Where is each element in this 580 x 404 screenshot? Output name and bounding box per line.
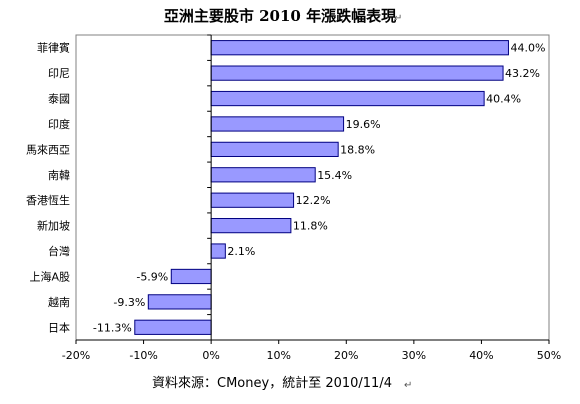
chart-title: 亞洲主要股市 2010 年漲跌幅表現 bbox=[164, 7, 396, 25]
value-label: 44.0% bbox=[510, 42, 545, 55]
value-label: 12.2% bbox=[296, 194, 331, 207]
value-label: 11.8% bbox=[293, 220, 328, 233]
category-label: 台灣 bbox=[48, 244, 70, 258]
bar bbox=[170, 268, 212, 285]
value-label: -9.3% bbox=[113, 296, 145, 309]
title-return-mark: ↵ bbox=[394, 13, 402, 24]
bar bbox=[210, 167, 316, 183]
value-label: -11.3% bbox=[93, 321, 132, 334]
value-label: 19.6% bbox=[346, 118, 381, 131]
bar bbox=[210, 40, 509, 56]
value-label: 2.1% bbox=[227, 245, 255, 258]
category-label: 南韓 bbox=[48, 169, 70, 182]
bar bbox=[134, 319, 212, 335]
category-label: 上海A股 bbox=[29, 269, 70, 283]
x-tick-label: 20% bbox=[334, 349, 358, 362]
x-tick-label: 40% bbox=[469, 349, 493, 362]
category-label: 菲律賓 bbox=[37, 41, 70, 55]
value-label: 18.8% bbox=[340, 143, 375, 156]
bar bbox=[210, 90, 485, 107]
x-tick-label: 0% bbox=[202, 349, 219, 362]
value-label: 15.4% bbox=[317, 169, 352, 182]
x-tick-label: -20% bbox=[62, 349, 90, 362]
bar bbox=[210, 218, 292, 234]
plot-area bbox=[75, 34, 550, 341]
x-tick-label: 10% bbox=[266, 349, 290, 362]
value-label: 43.2% bbox=[505, 67, 540, 80]
category-label: 泰國 bbox=[48, 92, 70, 106]
category-label: 日本 bbox=[48, 320, 70, 334]
bar bbox=[210, 65, 504, 81]
source-note: 資料來源：CMoney，統計至 2010/11/4 bbox=[152, 375, 392, 391]
source-return-mark: ↵ bbox=[404, 380, 412, 391]
bar bbox=[210, 243, 226, 259]
bar bbox=[147, 294, 212, 310]
category-label: 印度 bbox=[48, 117, 70, 131]
category-label: 香港恆生 bbox=[26, 193, 70, 207]
x-tick-label: 30% bbox=[402, 349, 426, 362]
x-tick-label: 50% bbox=[537, 349, 561, 362]
bar bbox=[210, 192, 295, 208]
value-label: -5.9% bbox=[136, 270, 168, 283]
category-label: 馬來西亞 bbox=[26, 143, 70, 156]
x-tick-label: -10% bbox=[129, 349, 157, 362]
category-label: 印尼 bbox=[48, 67, 70, 80]
category-label: 新加坡 bbox=[37, 219, 70, 233]
bar bbox=[210, 141, 339, 157]
category-label: 越南 bbox=[48, 295, 70, 309]
value-label: 40.4% bbox=[486, 93, 521, 106]
bar bbox=[210, 116, 345, 132]
